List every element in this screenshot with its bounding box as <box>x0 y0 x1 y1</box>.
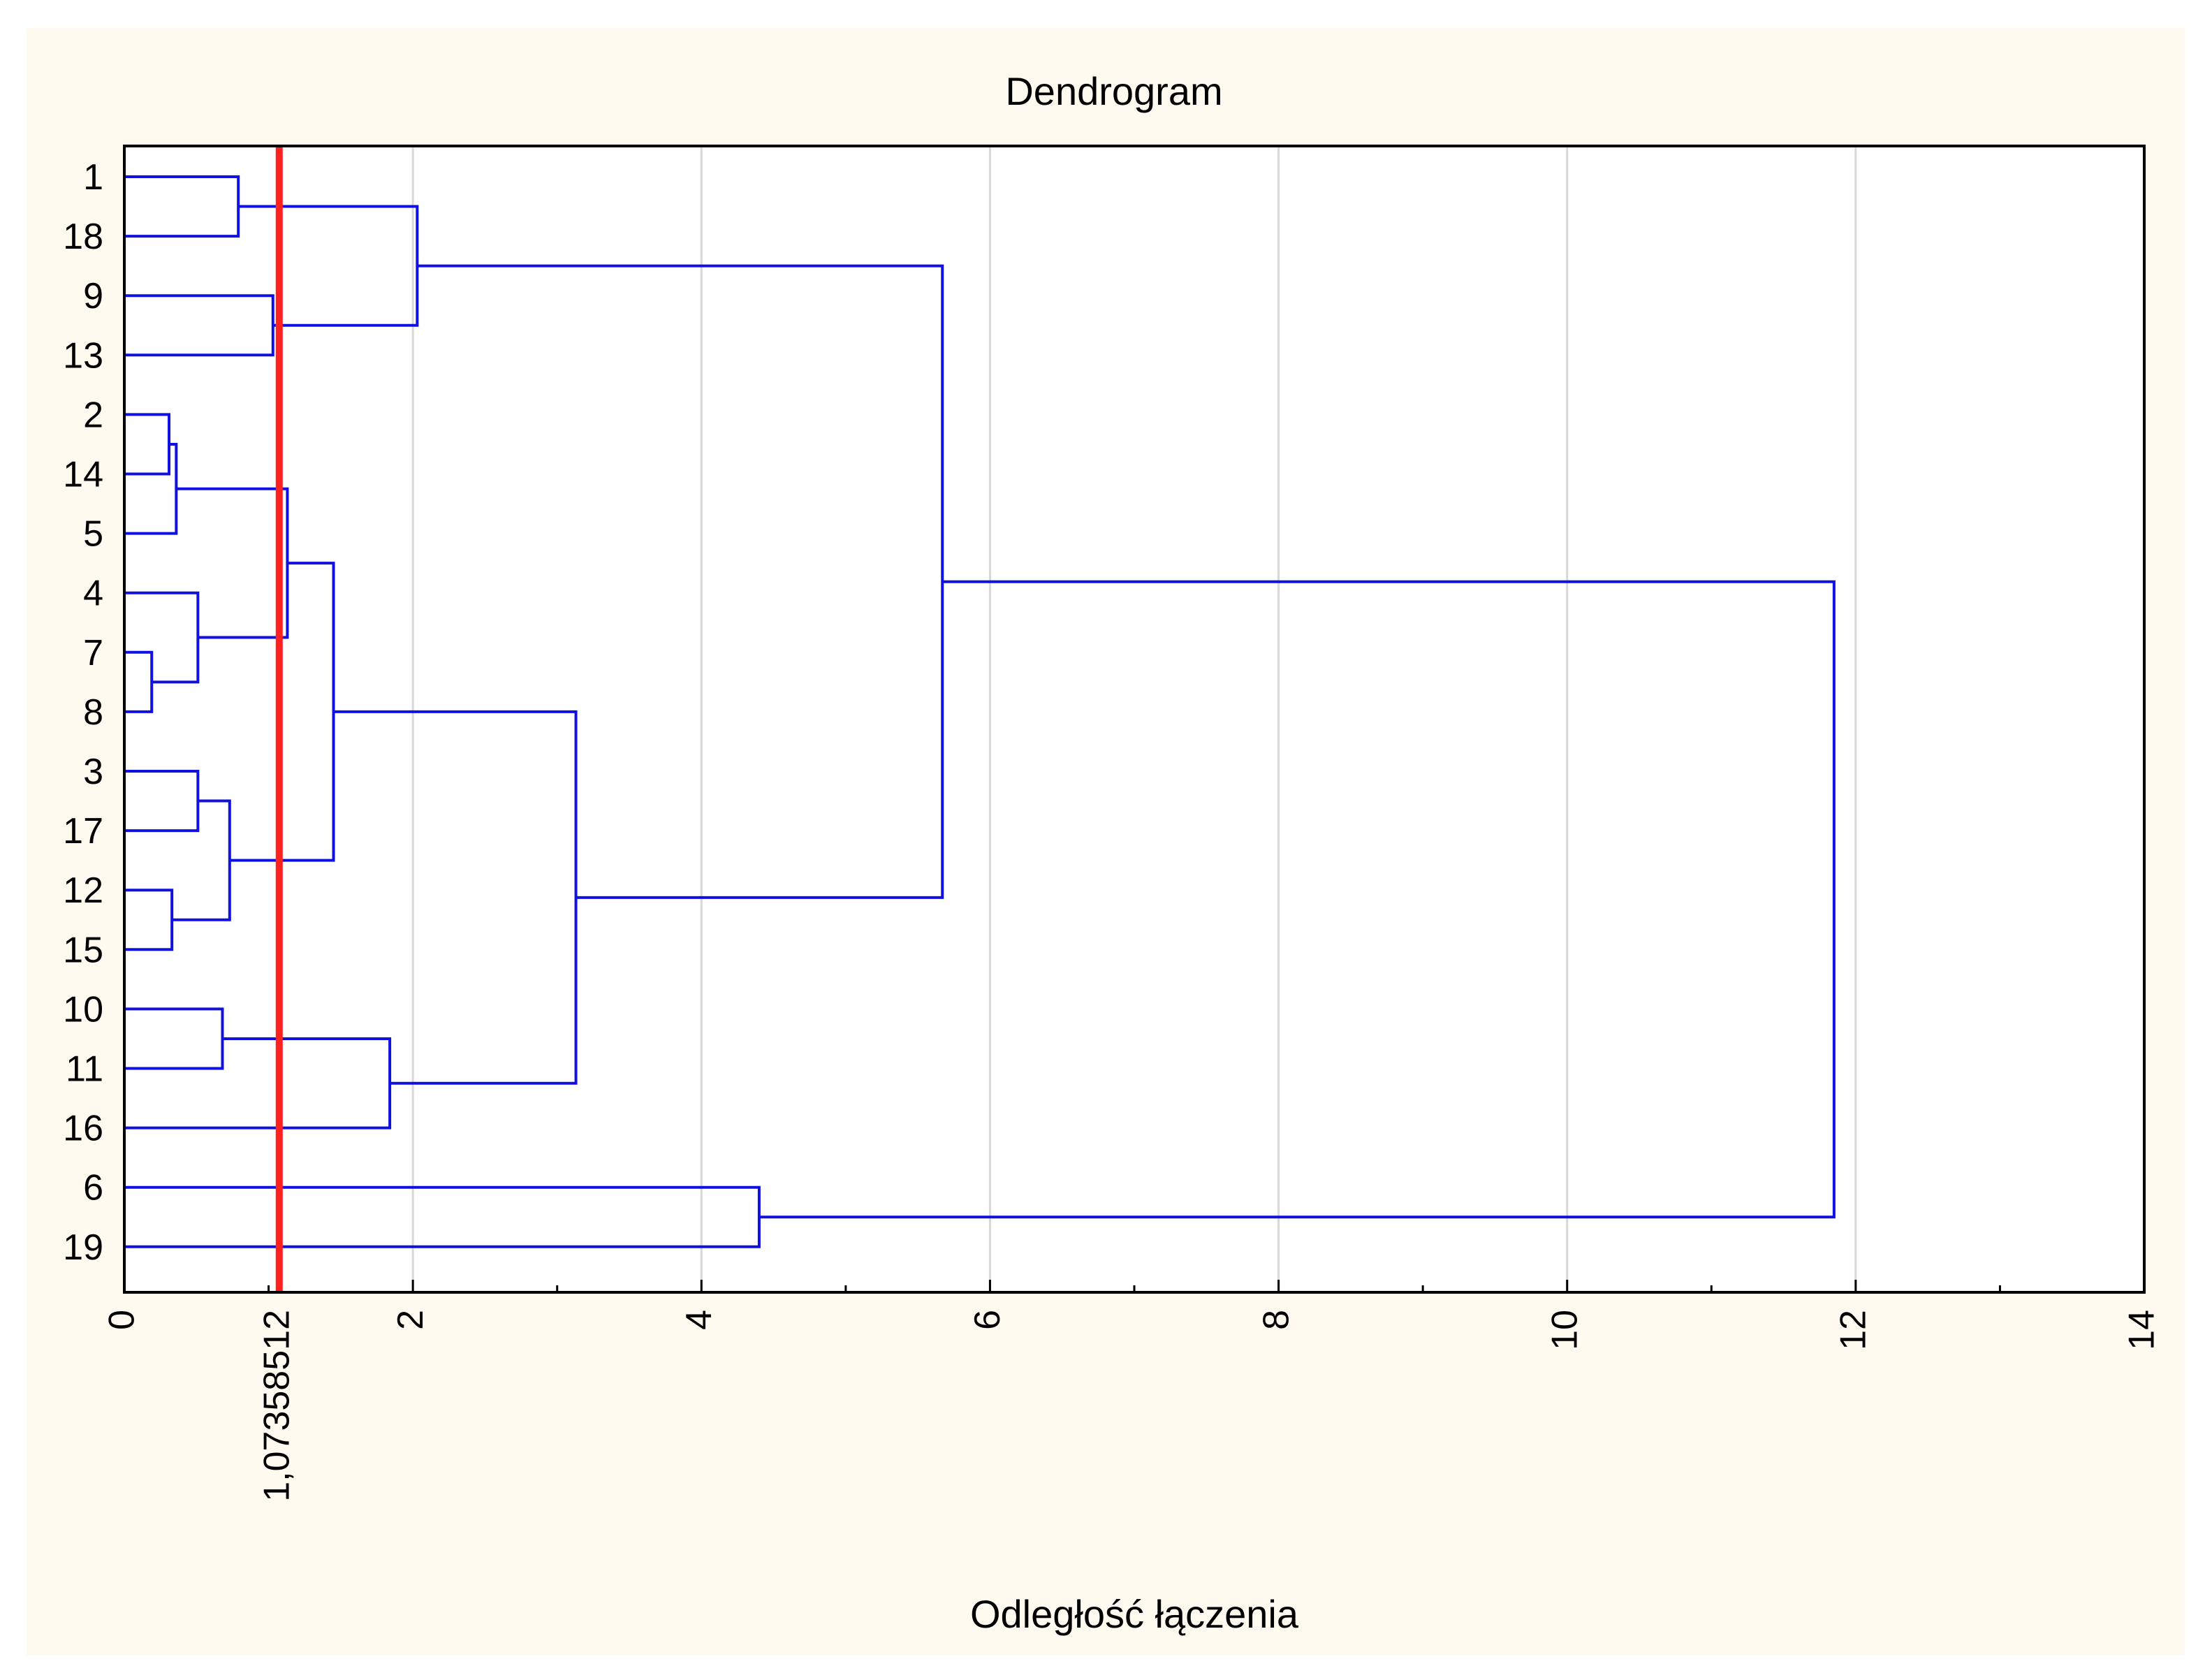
x-tick-label-14: 14 <box>2122 1310 2162 1350</box>
merge-link-m16-m15 <box>759 580 1836 1219</box>
leaf-label-7: 7 <box>83 633 103 673</box>
dendrogram-links <box>124 175 1836 1248</box>
leaf-label-8: 8 <box>83 692 103 733</box>
merge-link-1-18 <box>124 175 240 238</box>
x-tick-label-10: 10 <box>1544 1310 1585 1350</box>
leaf-label-6: 6 <box>83 1168 103 1208</box>
leaf-label-17: 17 <box>63 811 103 852</box>
leaf-label-14: 14 <box>63 455 103 495</box>
leaf-label-16: 16 <box>63 1109 103 1149</box>
x-axis-title: Odległość łączenia <box>970 1592 1299 1636</box>
cut-line-label: 1,07358512 <box>257 1310 298 1502</box>
leaf-label-11: 11 <box>66 1049 103 1090</box>
leaf-label-13: 13 <box>63 335 103 376</box>
merge-link-6-19 <box>124 1185 761 1248</box>
leaf-label-19: 19 <box>63 1227 103 1268</box>
x-tick-label-12: 12 <box>1833 1310 1874 1350</box>
chart-title: Dendrogram <box>1005 69 1222 113</box>
grid <box>411 146 1857 1292</box>
leaf-label-1: 1 <box>83 157 103 198</box>
leaf-label-18: 18 <box>63 217 103 257</box>
plot-area <box>124 146 2144 1292</box>
leaf-label-9: 9 <box>83 276 103 316</box>
x-tick-label-8: 8 <box>1256 1310 1296 1330</box>
leaf-label-2: 2 <box>83 395 103 435</box>
leaf-label-3: 3 <box>83 752 103 792</box>
x-axis-ticks: 0 2 4 6 8 10 12 14 1,07358512 <box>102 1280 2162 1502</box>
leaf-label-4: 4 <box>83 574 103 614</box>
x-tick-label-6: 6 <box>967 1310 1008 1330</box>
x-tick-label-4: 4 <box>679 1310 719 1330</box>
leaf-label-10: 10 <box>63 989 103 1030</box>
x-tick-label-2: 2 <box>390 1310 431 1330</box>
leaf-labels: 1 18 9 13 2 14 5 4 7 8 3 17 12 15 10 11 16 6 19 <box>63 157 103 1268</box>
merge-link-4-m0 <box>124 591 200 684</box>
leaf-label-5: 5 <box>83 514 103 555</box>
leaf-label-12: 12 <box>63 870 103 911</box>
leaf-label-15: 15 <box>63 930 103 970</box>
x-tick-label-0: 0 <box>102 1310 142 1330</box>
merge-link-m5-m2 <box>172 799 231 921</box>
merge-link-2-14 <box>124 413 171 476</box>
merge-link-m6-16 <box>124 1037 392 1130</box>
merge-link-3-17 <box>124 770 200 833</box>
